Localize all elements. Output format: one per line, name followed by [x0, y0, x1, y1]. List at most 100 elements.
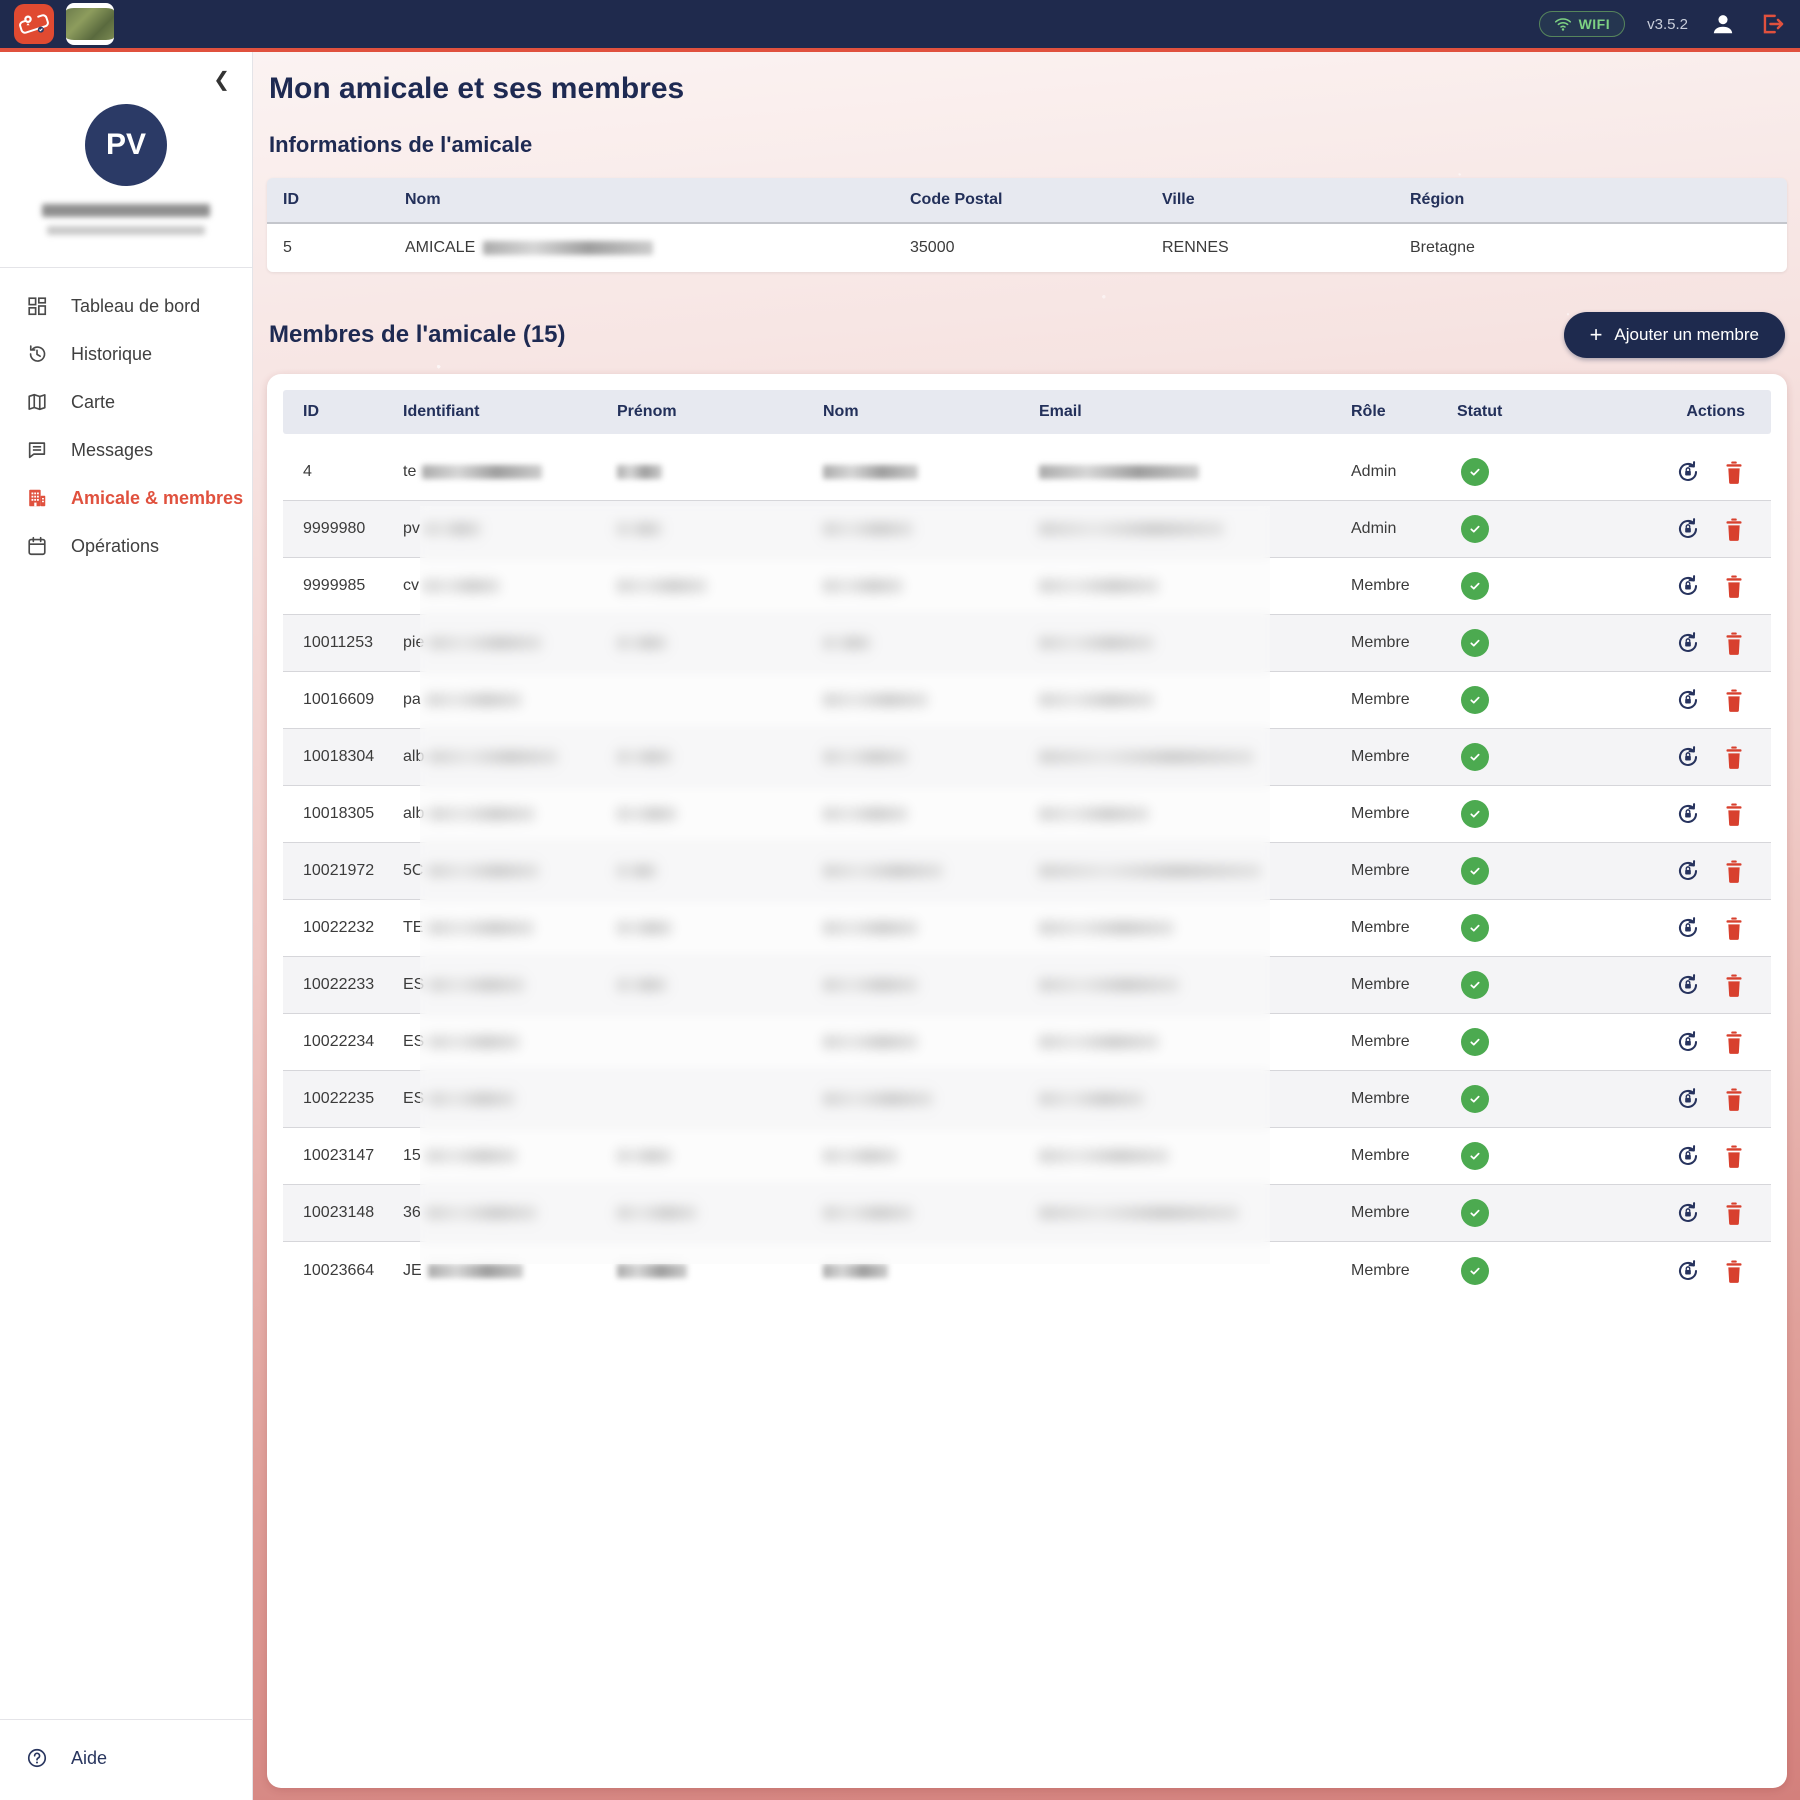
delete-member-button[interactable] [1723, 1259, 1745, 1283]
user-account-icon[interactable] [1710, 11, 1736, 37]
messages-icon [28, 442, 46, 459]
amicale-id: 5 [283, 239, 292, 256]
delete-member-button[interactable] [1723, 688, 1745, 712]
sidebar-item-messages[interactable]: Messages [0, 426, 252, 474]
plus-icon: + [1589, 322, 1603, 347]
delete-member-button[interactable] [1723, 802, 1745, 826]
members-col-statut: Statut [1457, 403, 1503, 420]
reset-password-button[interactable] [1675, 1029, 1701, 1055]
reset-password-button[interactable] [1675, 1143, 1701, 1169]
sidebar-item-amicale-membres[interactable]: Amicale & membres [0, 474, 252, 522]
member-id: 10023147 [303, 1147, 375, 1164]
reset-password-icon [1678, 518, 1698, 538]
sidebar-item-label: Opérations [71, 535, 160, 556]
member-row: 10023664 JE Membre [283, 1242, 1771, 1299]
sidebar-item-carte[interactable]: Carte [0, 378, 252, 426]
member-prenom [599, 1149, 805, 1163]
reset-password-button[interactable] [1675, 915, 1701, 941]
members-section-header: Membres de l'amicale (15) + Ajouter un m… [269, 312, 1785, 358]
member-email [1021, 465, 1333, 479]
delete-member-button[interactable] [1723, 1030, 1745, 1054]
member-status [1439, 857, 1571, 885]
members-col-email: Email [1039, 403, 1082, 420]
member-row: 4 te Admin [283, 444, 1771, 501]
member-status [1439, 800, 1571, 828]
member-actions [1571, 1143, 1771, 1169]
sidebar-footer: Aide [0, 1719, 252, 1800]
delete-member-button[interactable] [1723, 973, 1745, 997]
reset-password-button[interactable] [1675, 858, 1701, 884]
reset-password-icon [1678, 575, 1698, 595]
member-role: Membre [1351, 634, 1410, 651]
member-nom [805, 864, 1021, 878]
reset-password-button[interactable] [1675, 1200, 1701, 1226]
member-row: 10016609 pa Membre [283, 672, 1771, 729]
member-prenom-redacted [617, 579, 707, 593]
member-id: 10021972 [303, 862, 375, 879]
logout-icon[interactable] [1758, 11, 1786, 37]
status-active-check-icon [1461, 914, 1489, 942]
reset-password-button[interactable] [1675, 1086, 1701, 1112]
sidebar-item-aide[interactable]: Aide [0, 1734, 252, 1782]
member-identifiant-redacted [425, 579, 500, 593]
help-icon [27, 1748, 47, 1768]
member-email-redacted [1039, 1035, 1159, 1049]
member-nom [805, 465, 1021, 479]
member-role: Membre [1351, 1033, 1410, 1050]
member-email [1021, 750, 1333, 764]
member-role: Membre [1351, 976, 1410, 993]
member-email [1021, 693, 1333, 707]
delete-member-button[interactable] [1723, 1201, 1745, 1225]
delete-member-button[interactable] [1723, 1144, 1745, 1168]
reset-password-button[interactable] [1675, 744, 1701, 770]
add-member-button[interactable]: + Ajouter un membre [1563, 312, 1785, 358]
reset-password-button[interactable] [1675, 516, 1701, 542]
member-identifiant-prefix: ES [403, 1090, 425, 1107]
brand-glyph-icon [19, 14, 49, 34]
member-prenom [599, 978, 805, 992]
reset-password-button[interactable] [1675, 687, 1701, 713]
reset-password-button[interactable] [1675, 972, 1701, 998]
info-col-nom: Nom [405, 191, 441, 208]
member-id: 10011253 [303, 634, 373, 651]
delete-member-button[interactable] [1723, 916, 1745, 940]
reset-password-button[interactable] [1675, 801, 1701, 827]
delete-member-button[interactable] [1723, 1087, 1745, 1111]
trash-icon [1726, 1145, 1742, 1168]
member-id: 9999985 [303, 577, 366, 594]
member-identifiant-prefix: cv [403, 577, 419, 594]
reset-password-button[interactable] [1675, 630, 1701, 656]
reset-password-button[interactable] [1675, 1258, 1701, 1284]
user-name-redacted [42, 204, 210, 217]
delete-member-button[interactable] [1723, 517, 1745, 541]
sidebar-collapse-icon[interactable]: ❮ [213, 69, 230, 91]
delete-member-button[interactable] [1723, 460, 1745, 484]
reset-password-button[interactable] [1675, 573, 1701, 599]
member-email [1021, 978, 1333, 992]
member-prenom-redacted [617, 522, 662, 536]
delete-member-button[interactable] [1723, 745, 1745, 769]
members-table-card: ID Identifiant Prénom Nom Email Rôle Sta… [267, 374, 1787, 1788]
member-role: Admin [1351, 520, 1397, 537]
window-thumbnail[interactable] [66, 3, 114, 45]
sidebar-item-operations[interactable]: Opérations [0, 522, 252, 570]
member-prenom [599, 807, 805, 821]
add-member-label: Ajouter un membre [1614, 325, 1759, 344]
delete-member-button[interactable] [1723, 631, 1745, 655]
member-nom-redacted [823, 864, 943, 878]
member-id: 10023664 [303, 1261, 375, 1279]
trash-icon [1726, 461, 1742, 484]
member-email-redacted [1039, 807, 1149, 821]
member-id: 10022232 [303, 919, 375, 936]
sidebar-item-historique[interactable]: Historique [0, 330, 252, 378]
member-identifiant-redacted [430, 1035, 521, 1049]
member-email-redacted [1039, 636, 1154, 650]
member-nom [805, 1149, 1021, 1163]
sidebar-item-tableau-de-bord[interactable]: Tableau de bord [0, 282, 252, 330]
members-table-body: 4 te Admin [283, 444, 1771, 1299]
reset-password-button[interactable] [1675, 459, 1701, 485]
member-id: 10022234 [303, 1033, 375, 1050]
status-active-check-icon [1461, 458, 1489, 486]
delete-member-button[interactable] [1723, 574, 1745, 598]
delete-member-button[interactable] [1723, 859, 1745, 883]
